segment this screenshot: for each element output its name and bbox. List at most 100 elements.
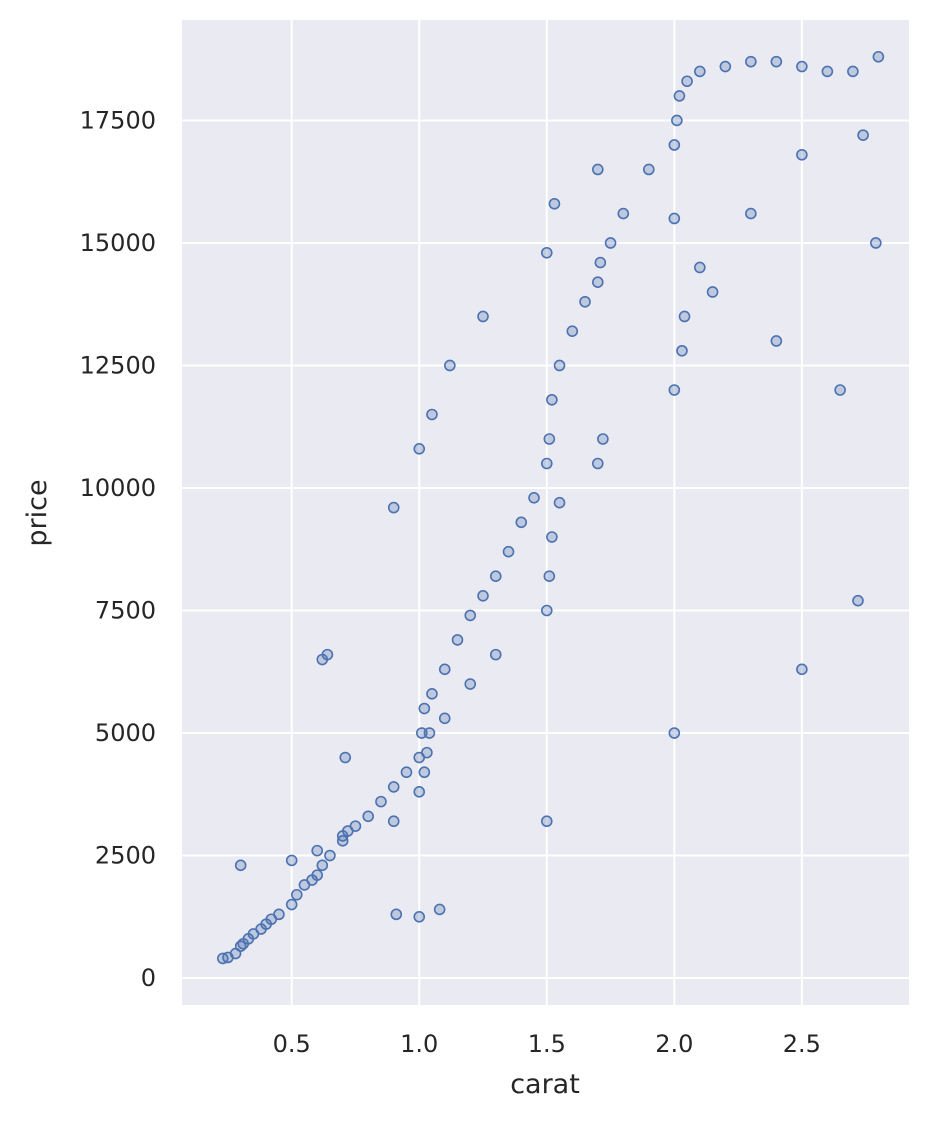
data-point <box>694 261 706 274</box>
x-tick-label: 1.5 <box>528 1030 566 1058</box>
data-point <box>821 65 834 78</box>
y-tick-label: 5000 <box>95 719 156 747</box>
data-point <box>426 688 438 700</box>
data-point <box>400 766 413 779</box>
data-point <box>668 212 681 225</box>
data-point <box>324 849 336 862</box>
data-point <box>834 384 846 396</box>
y-axis-title: price <box>22 479 53 546</box>
data-point <box>796 60 808 73</box>
data-point <box>285 898 298 911</box>
data-point <box>591 457 604 470</box>
y-tick-label: 17500 <box>80 106 156 134</box>
data-point <box>681 75 693 88</box>
plot-background <box>182 20 909 1005</box>
data-point <box>489 648 502 661</box>
y-tick-label: 2500 <box>95 842 156 870</box>
y-tick-label: 15000 <box>80 229 156 257</box>
data-point <box>548 197 561 210</box>
data-point <box>413 910 426 923</box>
data-point <box>540 246 553 259</box>
data-point <box>847 65 859 78</box>
data-point <box>857 129 869 141</box>
data-point <box>477 590 489 602</box>
data-points <box>217 50 885 965</box>
data-point <box>668 139 681 151</box>
data-point <box>438 663 451 676</box>
data-point <box>336 830 349 842</box>
data-point <box>870 237 882 249</box>
data-point <box>643 163 655 176</box>
data-point <box>694 65 706 78</box>
data-point <box>553 496 566 509</box>
data-point <box>234 859 247 872</box>
data-point <box>852 594 864 607</box>
data-point <box>543 433 556 445</box>
data-point <box>273 908 285 921</box>
data-point <box>745 207 757 220</box>
data-point <box>489 570 502 583</box>
gridlines <box>182 20 909 1005</box>
data-point <box>770 55 783 68</box>
x-tick-label: 1.0 <box>400 1030 438 1058</box>
data-point <box>796 663 808 676</box>
data-point <box>451 634 464 646</box>
data-point <box>339 751 352 764</box>
data-point <box>591 163 604 176</box>
data-point <box>540 815 553 828</box>
data-point <box>678 310 691 323</box>
y-tick-label: 10000 <box>80 474 156 502</box>
data-point <box>594 256 607 269</box>
data-point <box>413 786 426 798</box>
data-point <box>387 501 400 514</box>
data-point <box>311 844 323 857</box>
data-point <box>444 359 456 372</box>
data-point <box>423 727 436 739</box>
x-tick-label: 2.0 <box>655 1030 693 1058</box>
data-point <box>464 609 477 622</box>
data-point <box>579 295 591 308</box>
data-point <box>706 286 719 298</box>
data-point <box>502 545 515 558</box>
data-point <box>528 491 540 504</box>
x-tick-label: 2.5 <box>783 1030 821 1058</box>
data-point <box>375 795 387 808</box>
data-point <box>553 359 566 372</box>
data-point <box>362 810 375 823</box>
data-point <box>668 727 681 739</box>
data-point <box>673 90 686 102</box>
data-point <box>418 766 431 779</box>
data-point <box>872 50 885 63</box>
data-point <box>438 712 451 725</box>
data-point <box>668 384 681 396</box>
data-point <box>464 678 477 690</box>
data-point <box>515 516 528 529</box>
data-point <box>676 344 688 357</box>
data-point <box>745 55 757 68</box>
data-point <box>311 869 323 881</box>
y-tick-label: 7500 <box>95 597 156 625</box>
y-tick-label: 12500 <box>80 351 156 379</box>
x-tick-label: 0.5 <box>273 1030 311 1058</box>
data-point <box>546 531 558 543</box>
data-point <box>796 148 808 161</box>
data-point <box>540 457 553 470</box>
data-point <box>566 325 579 337</box>
data-point <box>349 820 362 832</box>
data-point <box>290 888 303 901</box>
data-point <box>321 648 334 661</box>
tick-labels: 0.5 1.0 1.5 2.0 2.5 0 2500 5000 7500 10000 12500 15… <box>80 106 821 1058</box>
data-point <box>591 276 604 288</box>
data-point <box>617 207 630 220</box>
data-point <box>421 746 433 759</box>
data-point <box>316 859 329 872</box>
data-point <box>433 903 446 916</box>
x-axis-title: carat <box>510 1069 580 1100</box>
data-point <box>671 114 683 127</box>
data-point <box>387 781 400 793</box>
data-point <box>597 433 609 445</box>
data-point <box>387 815 400 828</box>
data-point <box>413 442 426 455</box>
data-point <box>770 335 783 347</box>
